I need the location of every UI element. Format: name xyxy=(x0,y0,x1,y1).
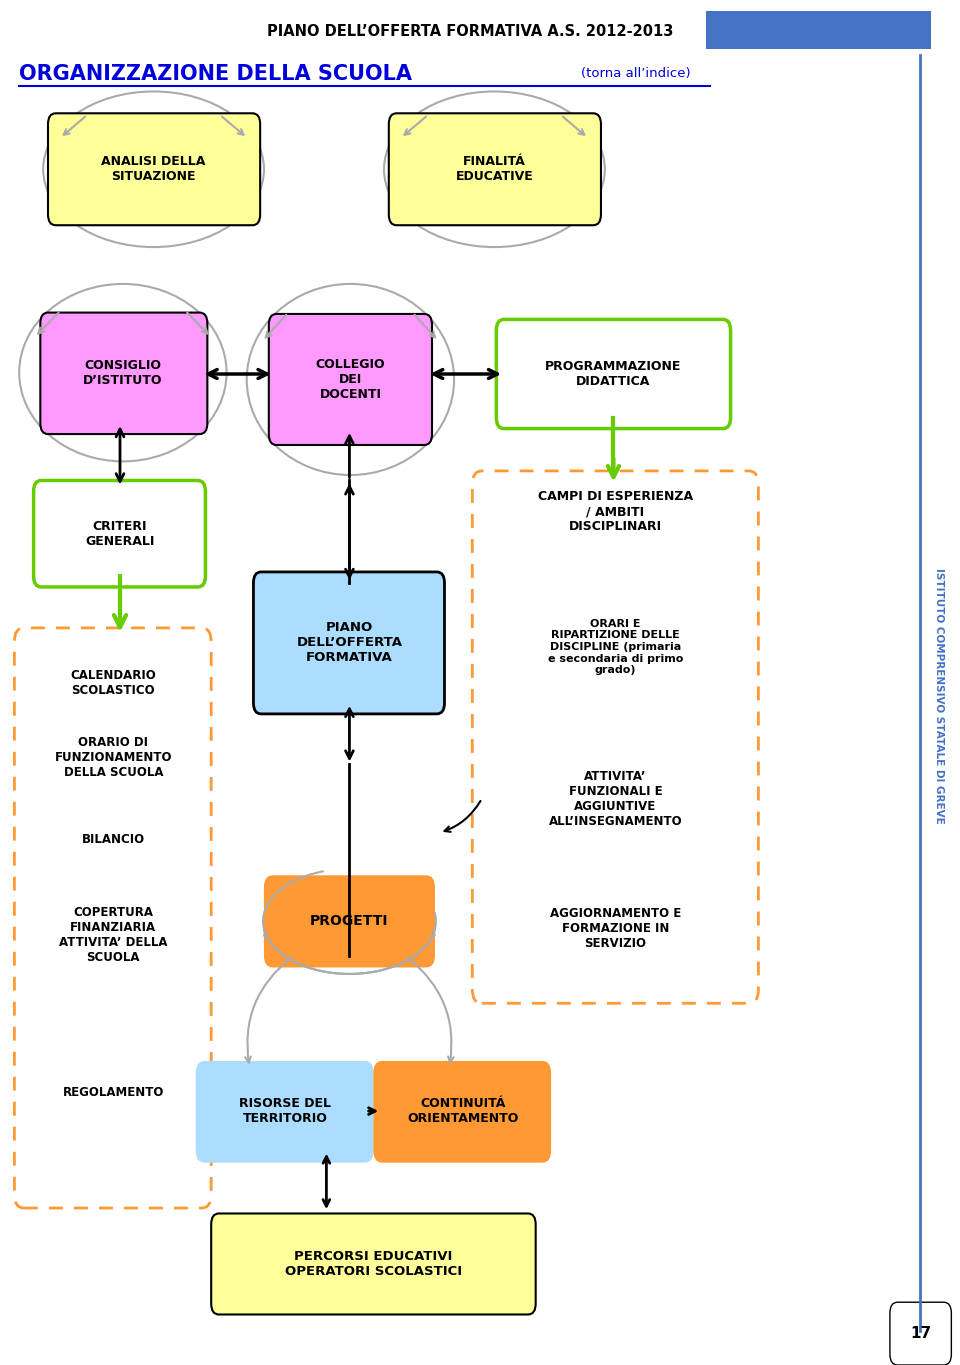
Text: ANALISI DELLA
SITUAZIONE: ANALISI DELLA SITUAZIONE xyxy=(102,156,205,183)
Text: PROGRAMMAZIONE
DIDATTICA: PROGRAMMAZIONE DIDATTICA xyxy=(545,360,682,388)
FancyBboxPatch shape xyxy=(890,1302,951,1365)
Ellipse shape xyxy=(247,284,454,475)
Text: AGGIORNAMENTO E
FORMAZIONE IN
SERVIZIO: AGGIORNAMENTO E FORMAZIONE IN SERVIZIO xyxy=(550,906,681,950)
FancyBboxPatch shape xyxy=(14,628,211,1208)
FancyBboxPatch shape xyxy=(269,314,432,445)
Text: ORARI E
RIPARTIZIONE DELLE
DISCIPLINE (primaria
e secondaria di primo
grado): ORARI E RIPARTIZIONE DELLE DISCIPLINE (p… xyxy=(547,618,684,676)
Text: REGOLAMENTO: REGOLAMENTO xyxy=(62,1085,164,1099)
Text: CAMPI DI ESPERIENZA
/ AMBITI
DISCIPLINARI: CAMPI DI ESPERIENZA / AMBITI DISCIPLINAR… xyxy=(538,490,693,534)
FancyBboxPatch shape xyxy=(211,1213,536,1314)
FancyBboxPatch shape xyxy=(374,1062,550,1162)
FancyBboxPatch shape xyxy=(34,480,205,587)
FancyBboxPatch shape xyxy=(48,113,260,225)
Text: CRITERI
GENERALI: CRITERI GENERALI xyxy=(85,520,155,547)
Text: ISTITUTO COMPRENSIVO STATALE DI GREVE: ISTITUTO COMPRENSIVO STATALE DI GREVE xyxy=(934,568,944,824)
FancyBboxPatch shape xyxy=(472,471,758,1003)
Text: 17: 17 xyxy=(910,1327,931,1340)
Text: CALENDARIO
SCOLASTICO: CALENDARIO SCOLASTICO xyxy=(70,669,156,696)
FancyBboxPatch shape xyxy=(253,572,444,714)
FancyBboxPatch shape xyxy=(496,319,731,429)
Text: CONSIGLIO
D’ISTITUTO: CONSIGLIO D’ISTITUTO xyxy=(84,359,162,386)
Text: FINALITÁ
EDUCATIVE: FINALITÁ EDUCATIVE xyxy=(456,156,533,183)
FancyBboxPatch shape xyxy=(197,1062,372,1162)
Text: RISORSE DEL
TERRITORIO: RISORSE DEL TERRITORIO xyxy=(239,1097,331,1125)
Text: ORARIO DI
FUNZIONAMENTO
DELLA SCUOLA: ORARIO DI FUNZIONAMENTO DELLA SCUOLA xyxy=(55,736,172,779)
Text: PROGETTI: PROGETTI xyxy=(310,915,389,928)
FancyBboxPatch shape xyxy=(40,313,207,434)
Text: PERCORSI EDUCATIVI
OPERATORI SCOLASTICI: PERCORSI EDUCATIVI OPERATORI SCOLASTICI xyxy=(285,1250,462,1278)
Text: COPERTURA
FINANZIARIA
ATTIVITA’ DELLA
SCUOLA: COPERTURA FINANZIARIA ATTIVITA’ DELLA SC… xyxy=(59,906,168,964)
Ellipse shape xyxy=(19,284,227,461)
Text: COLLEGIO
DEI
DOCENTI: COLLEGIO DEI DOCENTI xyxy=(316,358,385,401)
Ellipse shape xyxy=(384,91,605,247)
Text: CONTINUITÁ
ORIENTAMENTO: CONTINUITÁ ORIENTAMENTO xyxy=(407,1097,518,1125)
Text: ORGANIZZAZIONE DELLA SCUOLA: ORGANIZZAZIONE DELLA SCUOLA xyxy=(19,64,412,83)
Text: PIANO
DELL’OFFERTA
FORMATIVA: PIANO DELL’OFFERTA FORMATIVA xyxy=(297,621,402,665)
FancyBboxPatch shape xyxy=(265,876,434,966)
Text: BILANCIO: BILANCIO xyxy=(82,833,145,846)
FancyBboxPatch shape xyxy=(389,113,601,225)
Bar xyxy=(706,11,931,49)
Text: PIANO DELL’OFFERTA FORMATIVA A.S. 2012-2013: PIANO DELL’OFFERTA FORMATIVA A.S. 2012-2… xyxy=(267,25,674,38)
Text: ATTIVITA’
FUNZIONALI E
AGGIUNTIVE
ALL’INSEGNAMENTO: ATTIVITA’ FUNZIONALI E AGGIUNTIVE ALL’IN… xyxy=(548,770,683,827)
Ellipse shape xyxy=(43,91,264,247)
Text: (torna all’indice): (torna all’indice) xyxy=(581,67,690,81)
